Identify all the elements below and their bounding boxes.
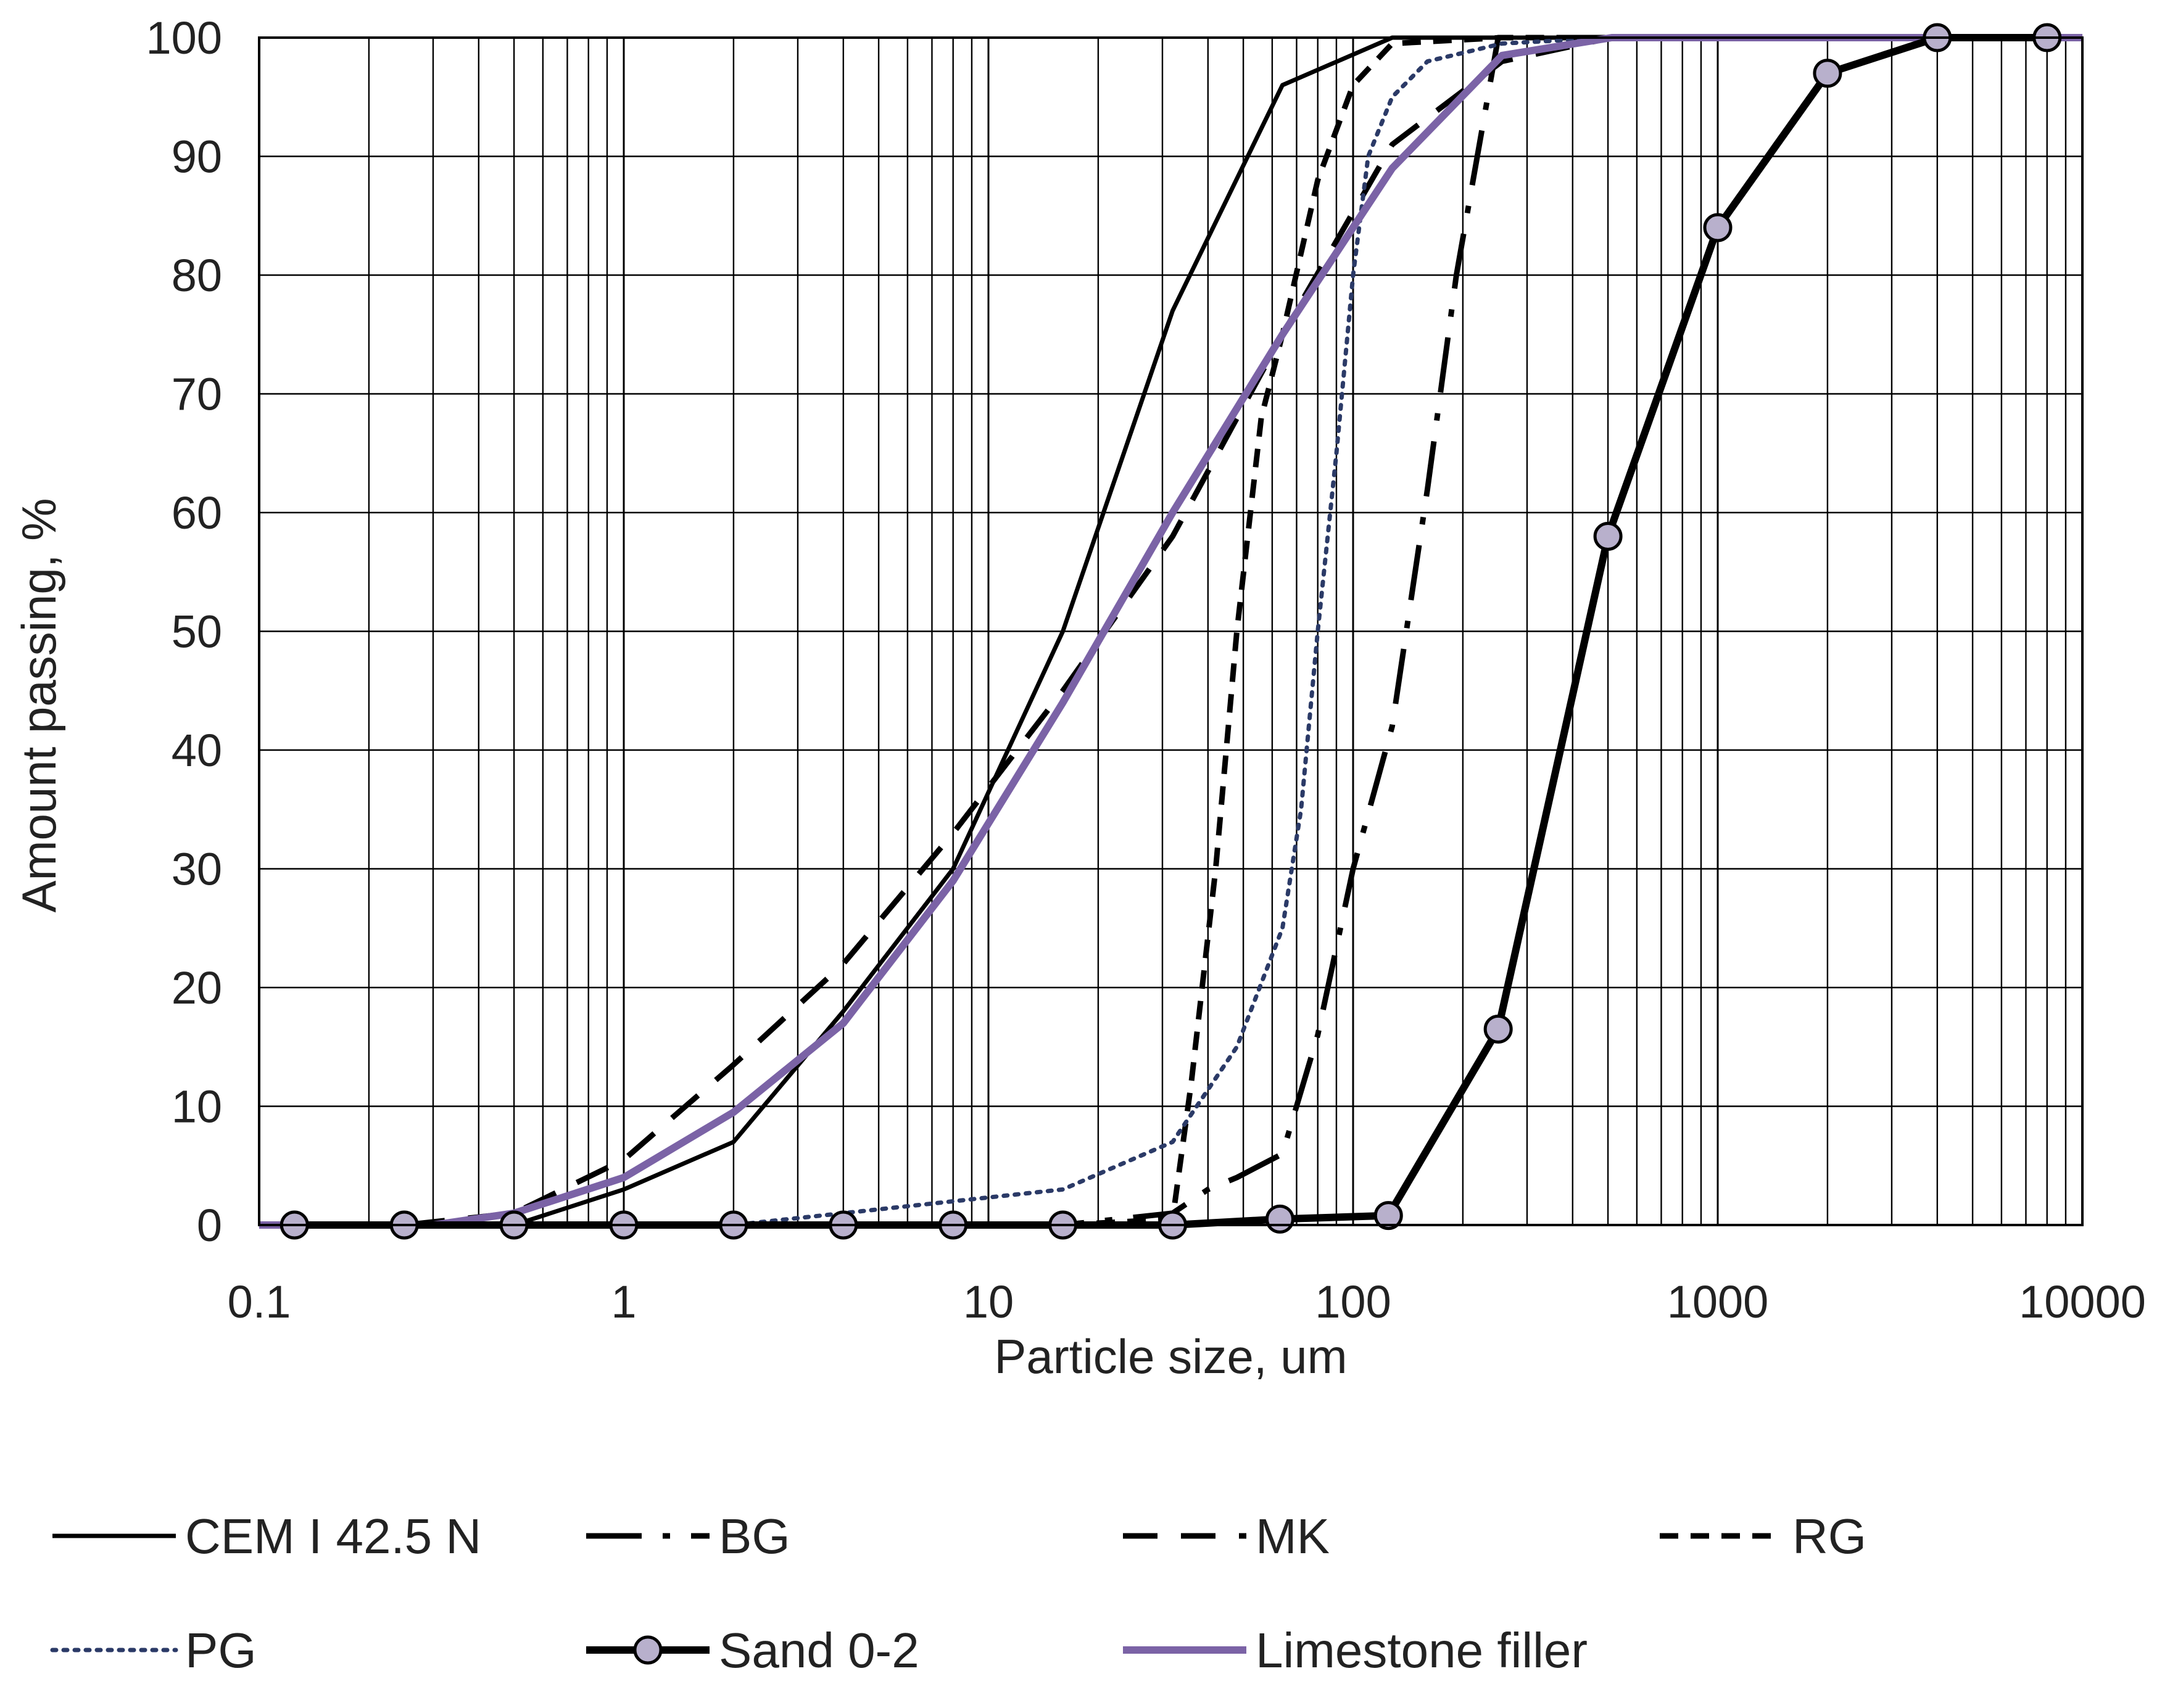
y-axis-label: Amount passing, % [12,498,66,912]
legend-item: BG [586,1509,790,1564]
x-tick-label: 10 [963,1276,1014,1327]
legend-label: PG [185,1623,257,1678]
legend-marker [633,1635,663,1665]
legend: CEM I 42.5 N BG MK RG PG Sand 0-2 Limestone fi… [50,1509,1866,1678]
series-pg [292,35,1614,1227]
data-point [1813,59,1842,88]
legend-label: MK [1256,1509,1330,1564]
y-tick-label: 100 [146,12,222,64]
series-mk [294,35,1613,1228]
tick-labels: 0.1 1 10 100 1000 10000 0 10 20 30 40 50 60 70 80 90 100 [146,12,2146,1327]
legend-item: CEM I 42.5 N [52,1509,481,1564]
x-tick-label: 100 [1315,1276,1391,1327]
legend-item: Sand 0-2 [586,1623,919,1678]
data-point [1703,213,1733,242]
data-point [1265,1204,1294,1234]
x-axis-label: Particle size, um [994,1329,1347,1384]
grid [258,36,2082,1226]
y-tick-label: 80 [172,250,222,301]
legend-label: BG [719,1509,790,1564]
legend-label: RG [1792,1509,1866,1564]
x-tick-label: 0.1 [228,1276,291,1327]
data-point [1593,522,1623,551]
legend-item: RG [1660,1509,1866,1564]
series-limestone-filler [259,34,2082,1229]
y-tick-label: 30 [172,844,222,895]
legend-label: CEM I 42.5 N [185,1509,481,1564]
y-tick-label: 90 [172,131,222,183]
y-tick-label: 10 [172,1081,222,1132]
x-tick-label: 10000 [2019,1276,2146,1327]
x-tick-label: 1 [611,1276,636,1327]
plot-frame [258,36,2084,1226]
legend-label: Sand 0-2 [719,1623,919,1678]
x-tick-label: 1000 [1667,1276,1769,1327]
series-line [259,34,2082,1229]
y-tick-label: 0 [197,1200,222,1251]
y-tick-label: 60 [172,487,222,538]
y-tick-label: 70 [172,369,222,420]
legend-item: MK [1123,1509,1330,1564]
y-tick-label: 50 [172,606,222,658]
y-tick-label: 40 [172,725,222,776]
series-line [292,35,1614,1227]
legend-item: PG [50,1623,257,1678]
data-point [1373,1201,1403,1231]
y-tick-label: 20 [172,962,222,1013]
legend-item: Limestone filler [1123,1623,1588,1678]
series-line [294,35,1613,1228]
legend-label: Limestone filler [1256,1623,1588,1678]
axes [258,36,2084,1226]
data-point [1483,1014,1513,1044]
